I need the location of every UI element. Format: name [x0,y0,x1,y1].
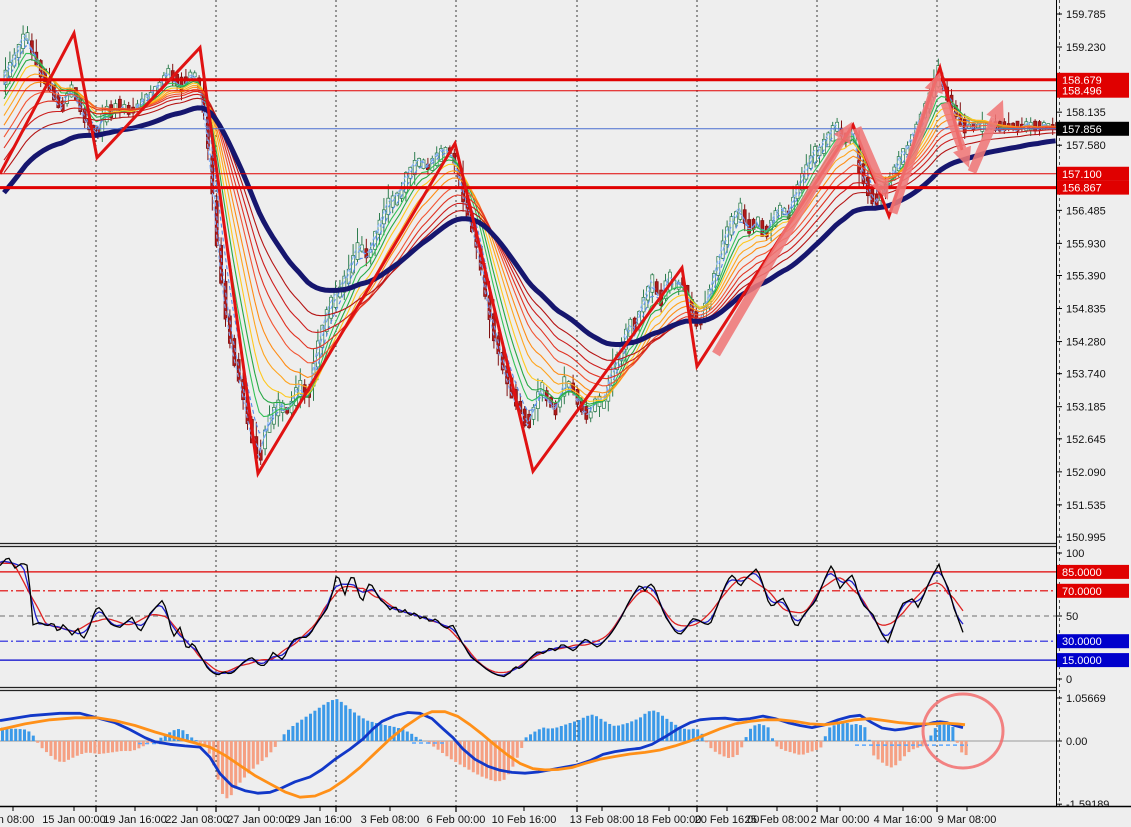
time-tick-label: an 08:00 [0,814,34,826]
price-tick-label: 159.785 [1066,9,1106,21]
svg-text:157.100: 157.100 [1062,169,1102,181]
time-tick-label: 13 Feb 08:00 [570,814,635,826]
time-tick-label: 2 Mar 00:00 [811,814,870,826]
oscillator-level-label: 15.0000 [1057,653,1129,668]
vertical-gridlines [95,0,938,806]
svg-text:70.0000: 70.0000 [1062,586,1102,598]
trend-arrow-shaft [940,101,967,151]
time-tick-label: 27 Jan 00:00 [227,814,291,826]
svg-text:158.496: 158.496 [1062,86,1102,98]
trend-arrows [712,72,1004,357]
time-tick-label: 3 Feb 08:00 [361,814,420,826]
price-tick-label: 152.645 [1066,434,1106,446]
price-level-label: 156.867 [1057,180,1129,195]
slow-ma-line [2,105,1056,347]
time-tick-label: 25 Feb 08:00 [745,814,810,826]
trend-arrow-shaft [967,116,1000,174]
price-level-label: 157.100 [1057,166,1129,181]
time-tick-label: 15 Jan 00:00 [42,814,106,826]
price-tick-label: 156.485 [1066,205,1106,217]
oscillator-tick-label: 100 [1066,548,1084,560]
time-tick-label: 22 Jan 08:00 [165,814,229,826]
price-tick-label: 158.135 [1066,107,1106,119]
svg-text:85.0000: 85.0000 [1062,567,1102,579]
time-tick-label: 29 Jan 16:00 [288,814,352,826]
trend-arrow-head [871,177,889,200]
oscillator-panel [0,557,1056,678]
oscillator-level-label: 85.0000 [1057,564,1129,579]
price-tick-label: 151.535 [1066,500,1106,512]
price-tick-label: 154.280 [1066,337,1106,349]
macd-histogram [1,699,968,799]
panel-separators [0,542,1131,692]
price-tick-label: 155.930 [1066,238,1106,250]
price-tick-label: 153.185 [1066,402,1106,414]
trend-arrow-head [924,72,943,94]
trend-arrow-head [953,145,971,168]
time-tick-label: 10 Feb 16:00 [492,814,557,826]
price-tick-label: 152.090 [1066,467,1106,479]
oscillator-level-label: 30.0000 [1057,634,1129,649]
svg-text:30.0000: 30.0000 [1062,636,1102,648]
macd-main-line [0,711,964,795]
trend-arrow-head [833,122,852,145]
macd-signal-line [0,710,966,799]
trend-arrow-shaft [852,126,885,184]
current-price-label: 157.856 [1057,121,1129,136]
trend-arrow-head [986,100,1004,123]
oscillator-fast-line [0,557,964,678]
time-tick-label: 20 Feb 16:00 [695,814,760,826]
svg-text:157.856: 157.856 [1062,124,1102,136]
main-price-panel [2,25,1056,465]
price-tick-label: 159.230 [1066,42,1106,54]
price-tick-label: 155.390 [1066,271,1106,283]
svg-text:156.867: 156.867 [1062,183,1102,195]
time-tick-label: 4 Mar 16:00 [874,814,933,826]
macd-panel [0,699,1056,799]
zigzag-line [0,28,964,479]
price-tick-label: 157.580 [1066,140,1106,152]
ma-ribbon-line [3,45,1056,434]
time-tick-label: 19 Jan 16:00 [103,814,167,826]
trend-arrow-shaft [888,89,938,215]
price-tick-label: 154.835 [1066,304,1106,316]
oscillator-tick-label: 0 [1066,674,1072,686]
macd-ellipse-annotation [921,692,1005,770]
svg-text:15.0000: 15.0000 [1062,655,1102,667]
price-tick-label: 150.995 [1066,532,1106,544]
macd-tick-label: 0.00 [1066,736,1087,748]
macd-tick-label: 1.05669 [1066,693,1106,705]
oscillator-level-label: 70.0000 [1057,583,1129,598]
time-tick-label: 6 Feb 00:00 [427,814,486,826]
trend-arrow-shaft [712,136,846,357]
time-tick-label: 9 Mar 08:00 [938,814,997,826]
oscillator-tick-label: 50 [1066,611,1078,623]
price-tick-label: 153.740 [1066,369,1106,381]
price-level-label: 158.496 [1057,83,1129,98]
price-axis: 159.785 159.230 158.135 157.580 156.485 155.9… [1056,0,1131,811]
time-tick-label: 18 Feb 00:00 [637,814,702,826]
